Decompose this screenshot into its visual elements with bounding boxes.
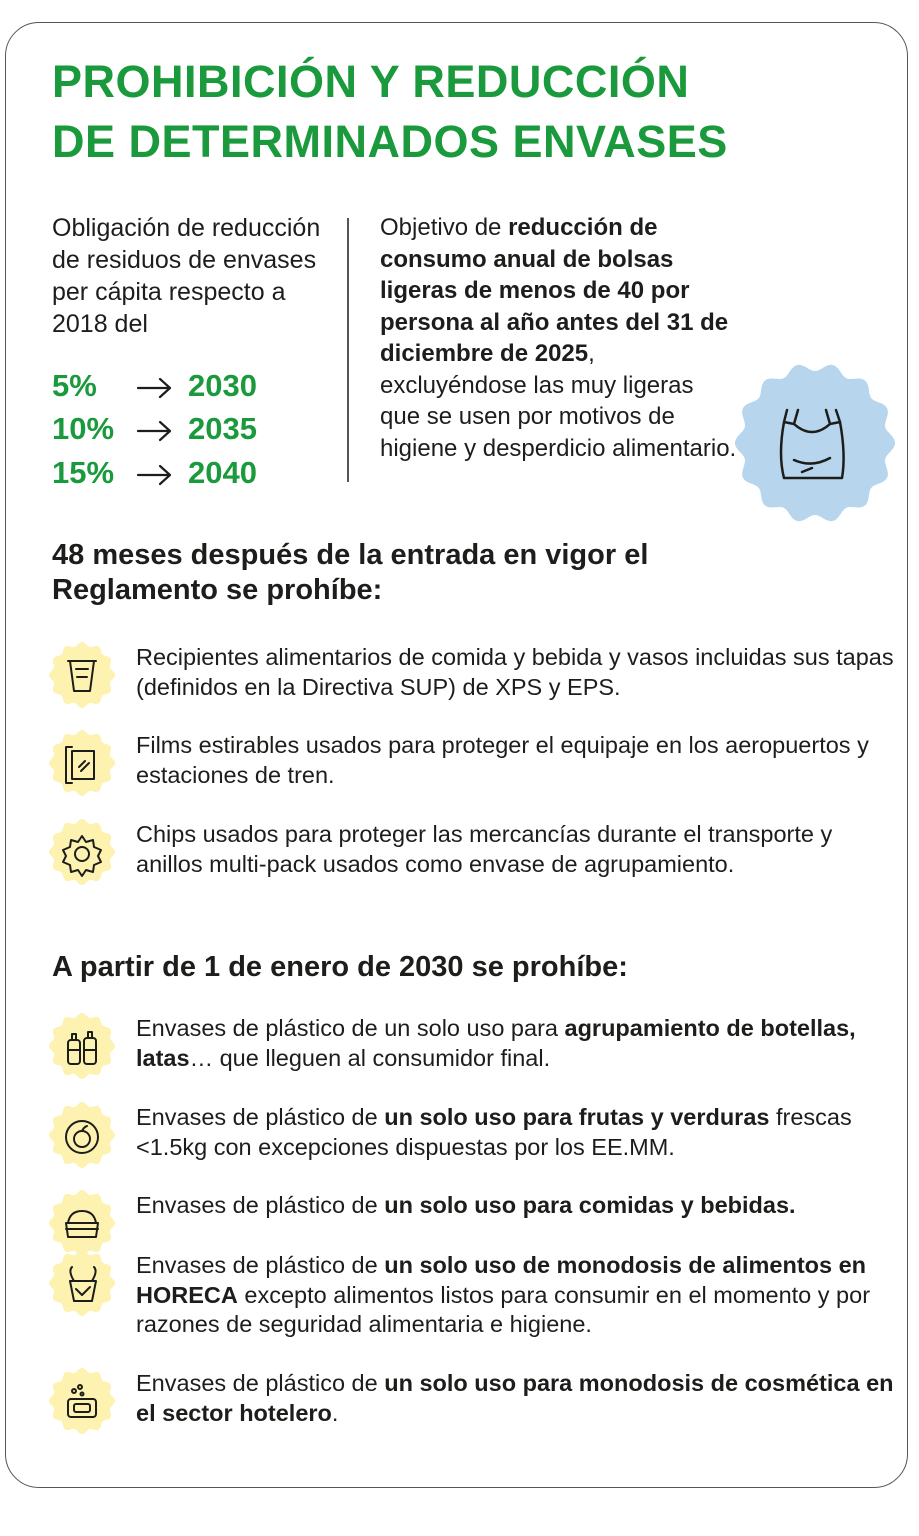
- arrow: [136, 377, 172, 399]
- arrow: [136, 420, 172, 442]
- target-year: 2035: [188, 411, 257, 446]
- item-text: Recipientes alimentarios de comida y beb…: [136, 643, 896, 702]
- item-text: Envases de plástico de un solo uso para …: [136, 1103, 896, 1162]
- bag-badge: [735, 364, 895, 522]
- bold-text: un solo uso de monodosis de alimentos en…: [136, 1252, 867, 1308]
- item-icon: [49, 1013, 115, 1079]
- bag-target-text: Objetivo de reducción de consumo anual d…: [380, 212, 740, 464]
- bag-icon: [779, 408, 845, 480]
- text: Envases de plástico de: [136, 1192, 385, 1218]
- text: Chips usados para proteger las mercancía…: [136, 821, 833, 877]
- text: … que lleguen al consumidor final.: [189, 1044, 551, 1071]
- text: Envases de plástico de: [136, 1370, 385, 1396]
- text: Objetivo de: [380, 214, 509, 241]
- bold-text: agrupamiento de botellas, latas: [136, 1015, 856, 1071]
- item-text: Envases de plástico de un solo uso para …: [136, 1369, 896, 1428]
- divider: [347, 218, 349, 482]
- title-line: PROHIBICIÓN Y REDUCCIÓN: [52, 56, 690, 107]
- intro-text: Obligación de reducción de residuos de e…: [52, 214, 321, 338]
- bold-text: un solo uso para monodosis de cosmética …: [136, 1370, 894, 1426]
- item-text: Envases de plástico de un solo uso de mo…: [136, 1251, 896, 1340]
- item-icon: [49, 1250, 115, 1316]
- card: [5, 22, 908, 1488]
- item-icon: [49, 819, 115, 885]
- item-icon: [49, 1368, 115, 1434]
- target-percent: 5%: [52, 368, 97, 403]
- item-icon: [49, 642, 115, 708]
- target-year: 2040: [188, 455, 257, 490]
- item-text: Chips usados para proteger las mercancía…: [136, 820, 896, 879]
- target-year: 2030: [188, 368, 257, 403]
- title-line: DE DETERMINADOS ENVASES: [52, 116, 728, 167]
- badge-shape: [735, 364, 895, 522]
- text: Envases de plástico de: [136, 1252, 385, 1278]
- item-icon: [49, 730, 115, 796]
- text: frescas <1.5kg con excepciones dispuesta…: [136, 1104, 852, 1160]
- section-heading: A partir de 1 de enero de 2030 se prohíb…: [52, 951, 628, 983]
- text: Envases de plástico de: [136, 1104, 385, 1130]
- target-row: 5% 2030: [52, 368, 352, 408]
- bold-text: un solo uso para comidas y bebidas.: [384, 1192, 796, 1218]
- target-row: 10% 2035: [52, 411, 352, 451]
- item-text: Envases de plástico de un solo uso para …: [136, 1014, 896, 1073]
- item-text: Envases de plástico de un solo uso para …: [136, 1191, 896, 1221]
- target-percent: 15%: [52, 455, 115, 490]
- target-row: 15% 2040: [52, 455, 352, 495]
- bold-text: un solo uso para frutas y verduras: [384, 1104, 770, 1130]
- arrow: [136, 464, 172, 486]
- text: Recipientes alimentarios de comida y beb…: [136, 644, 894, 700]
- title: PROHIBICIÓN Y REDUCCIÓN DE DETERMINADOS …: [52, 52, 728, 172]
- text: , excluyéndose las muy ligeras que se us…: [380, 340, 737, 462]
- section-heading: 48 meses después de la entrada en vigor …: [52, 539, 649, 606]
- item-text: Films estirables usados para proteger el…: [136, 731, 896, 790]
- text: .: [331, 1399, 339, 1426]
- item-icon: [49, 1190, 115, 1256]
- item-icon: [49, 1102, 115, 1168]
- text: Envases de plástico de un solo uso para: [136, 1015, 565, 1041]
- text: excepto alimentos listos para consumir e…: [136, 1281, 871, 1338]
- bold-text: reducción de consumo anual de bolsas lig…: [380, 214, 729, 367]
- text: Films estirables usados para proteger el…: [136, 732, 869, 788]
- target-percent: 10%: [52, 411, 115, 446]
